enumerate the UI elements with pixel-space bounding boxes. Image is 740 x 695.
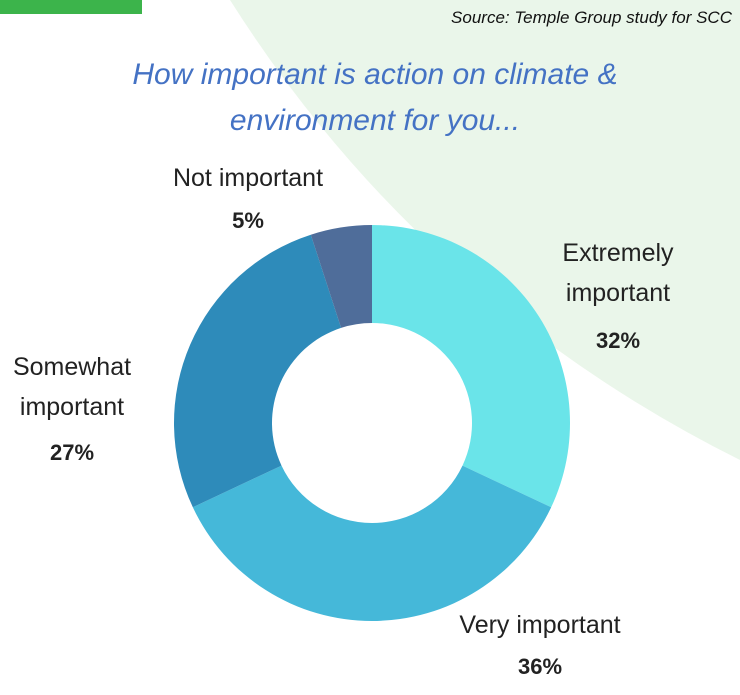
value-label: 32% — [595, 328, 641, 353]
category-label: Not important — [172, 164, 324, 192]
chart-title: How important is action on climate & env… — [132, 58, 618, 137]
category-label: Somewhat important — [12, 353, 132, 421]
background-shape — [230, 0, 740, 460]
category-label: Very important — [459, 611, 621, 639]
donut-segment — [310, 225, 372, 328]
source: Source: Temple Group study for SCC — [451, 8, 732, 27]
donut — [173, 225, 570, 621]
value-label: 36% — [517, 654, 563, 679]
donut-segment — [192, 465, 552, 621]
value-label: 27% — [49, 440, 95, 465]
value-label: 5% — [232, 208, 264, 233]
donut-segment — [372, 225, 570, 508]
accent-bar — [0, 0, 142, 14]
category-label: Extremely important — [562, 239, 674, 307]
donut-segment — [173, 234, 342, 508]
